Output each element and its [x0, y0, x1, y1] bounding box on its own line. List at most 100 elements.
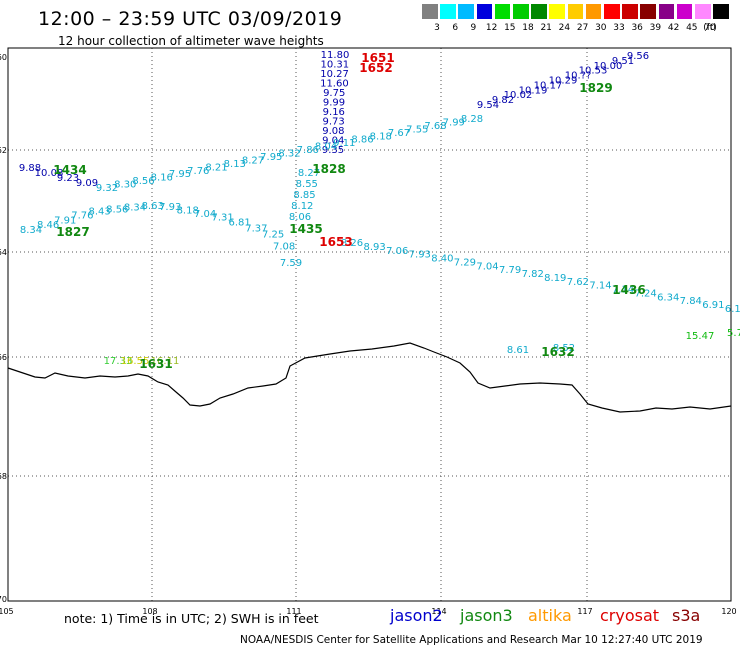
- legend-swatch: [494, 4, 511, 19]
- wave-height-value: 8.06: [289, 212, 311, 223]
- wave-height-value: 16.55: [121, 356, 150, 367]
- pass-time-label: 1653: [319, 235, 352, 249]
- wave-height-value: 7.95: [169, 169, 191, 180]
- legend-label: 70: [704, 23, 716, 33]
- wave-height-value: 6.91: [702, 300, 724, 311]
- wave-height-value: 15.47: [686, 331, 715, 342]
- wave-height-value: 8.26: [341, 238, 363, 249]
- wave-height-value: 7.14: [589, 281, 611, 292]
- wave-height-value: 9.54: [477, 100, 499, 111]
- wave-height-value: 7.04: [476, 261, 498, 272]
- lat-label: -68: [0, 472, 7, 481]
- wave-height-value: 16.11: [151, 356, 180, 367]
- legend-label: 24: [558, 23, 571, 33]
- wave-height-value: 8.34: [124, 203, 146, 214]
- wave-height-value: 10.31: [320, 60, 349, 71]
- wave-height-value: 8.46: [37, 220, 59, 231]
- wave-height-value: 9.75: [323, 88, 345, 99]
- pass-time-label: 1827: [56, 225, 89, 239]
- wave-height-value: 7.04: [194, 209, 216, 220]
- legend-swatch: [549, 4, 565, 19]
- wave-height-value: 10.??: [565, 71, 592, 82]
- wave-height-value: 9.73: [322, 117, 344, 128]
- wave-height-value: 8.12: [291, 201, 313, 212]
- legend-unit: (ft): [703, 23, 717, 33]
- legend-label: 9: [470, 23, 477, 33]
- pass-time-label: 1828: [312, 162, 345, 176]
- axis-labels: -60 -62 -64 -66 -68 -70 105 108 111 114 117 120: [0, 53, 737, 616]
- satellite-name: s3a: [672, 606, 701, 625]
- legend-swatch: [604, 4, 620, 19]
- wave-height-value: 7.79: [499, 265, 521, 276]
- wave-height-value: 8.18: [370, 131, 392, 142]
- legend-swatch: [458, 4, 474, 19]
- legend-label: 12: [485, 23, 498, 33]
- wave-height-value: 11.80: [321, 50, 350, 61]
- lon-label: 117: [577, 607, 592, 616]
- wave-height-value: 10.17: [534, 80, 563, 91]
- lon-label: 111: [286, 607, 301, 616]
- wave-height-value: 7.29: [454, 257, 476, 268]
- wave-height-value: 7.68: [424, 121, 446, 132]
- satellite-name: jason3: [460, 606, 513, 625]
- wave-height-value: 8.13: [224, 159, 246, 170]
- wave-height-value: 7.91: [54, 215, 76, 226]
- wave-height-value: 9.09: [76, 178, 98, 189]
- pass-time-label: 1436: [612, 283, 645, 297]
- wave-height-value: 6.19: [725, 304, 740, 315]
- lon-label: 114: [431, 607, 446, 616]
- wave-height-value: 7.08: [273, 242, 295, 253]
- satellite-name: cryosat: [600, 606, 660, 625]
- wave-height-value: 8.63: [142, 201, 164, 212]
- footer-credit: NOAA/NESDIS Center for Satellite Applica…: [240, 634, 703, 646]
- legend-label: 3: [434, 23, 440, 33]
- wave-height-value: 9.82: [492, 95, 514, 106]
- satellite-name: jason2: [390, 606, 443, 625]
- wave-height-value: 7.14: [612, 285, 634, 296]
- coastline: [7, 342, 732, 413]
- wave-height-value: 7.62: [567, 277, 589, 288]
- satellite-tracks: 11.8010.3110.2711.609.759.999.169.739.08…: [19, 50, 740, 367]
- wave-height-value: 8.43: [88, 207, 110, 218]
- wave-height-value: 7.06: [386, 246, 408, 257]
- wave-height-value: 8.28: [461, 114, 483, 125]
- legend-swatch: [585, 4, 602, 19]
- wave-height-value: 5.7: [727, 328, 740, 339]
- wave-height-value: 9.16: [323, 107, 345, 118]
- wave-height-value: 10.19: [519, 85, 548, 96]
- wave-height-value: 8.27: [242, 155, 264, 166]
- wave-height-value: 8.93: [363, 242, 385, 253]
- lon-label: 105: [0, 607, 14, 616]
- wave-height-value: 7.31: [211, 213, 233, 224]
- lat-label: -64: [0, 248, 7, 257]
- lat-label: -60: [0, 53, 7, 62]
- satellite-name: altika: [528, 606, 572, 625]
- wave-height-value: 7.82: [522, 269, 544, 280]
- wave-height-value: 10.00: [594, 61, 623, 72]
- wave-height-value: 7.24: [634, 289, 656, 300]
- wave-height-value: 7.59: [280, 258, 302, 269]
- wave-height-value: 9.08: [322, 126, 344, 137]
- wave-height-value: 8.85: [293, 190, 315, 201]
- legend-swatch: [640, 4, 656, 19]
- wave-height-value: 8.34: [20, 225, 42, 236]
- wave-height-value: 7.67: [388, 128, 410, 139]
- wave-height-value: 8.32: [278, 149, 300, 160]
- wave-height-value: 9.51: [612, 56, 634, 67]
- wave-height-value: 9.32: [96, 183, 118, 194]
- wave-height-value: 9.88: [19, 163, 41, 174]
- legend-swatch: [676, 4, 693, 19]
- pass-time-label: 1435: [289, 222, 322, 236]
- wave-height-value: 7.84: [680, 296, 702, 307]
- wave-height-value: 7.76: [187, 166, 209, 177]
- pass-time-label: 1631: [139, 357, 172, 371]
- legend-label: 33: [613, 23, 625, 33]
- wave-height-value: 8.52: [553, 343, 575, 354]
- wave-height-value: 10.53: [579, 66, 608, 77]
- pass-time-label: 1829: [579, 81, 612, 95]
- legend-swatch: [567, 4, 584, 19]
- wave-height-value: 8.56: [106, 205, 128, 216]
- lon-label: 108: [142, 607, 157, 616]
- wave-height-value: 7.93: [159, 202, 181, 213]
